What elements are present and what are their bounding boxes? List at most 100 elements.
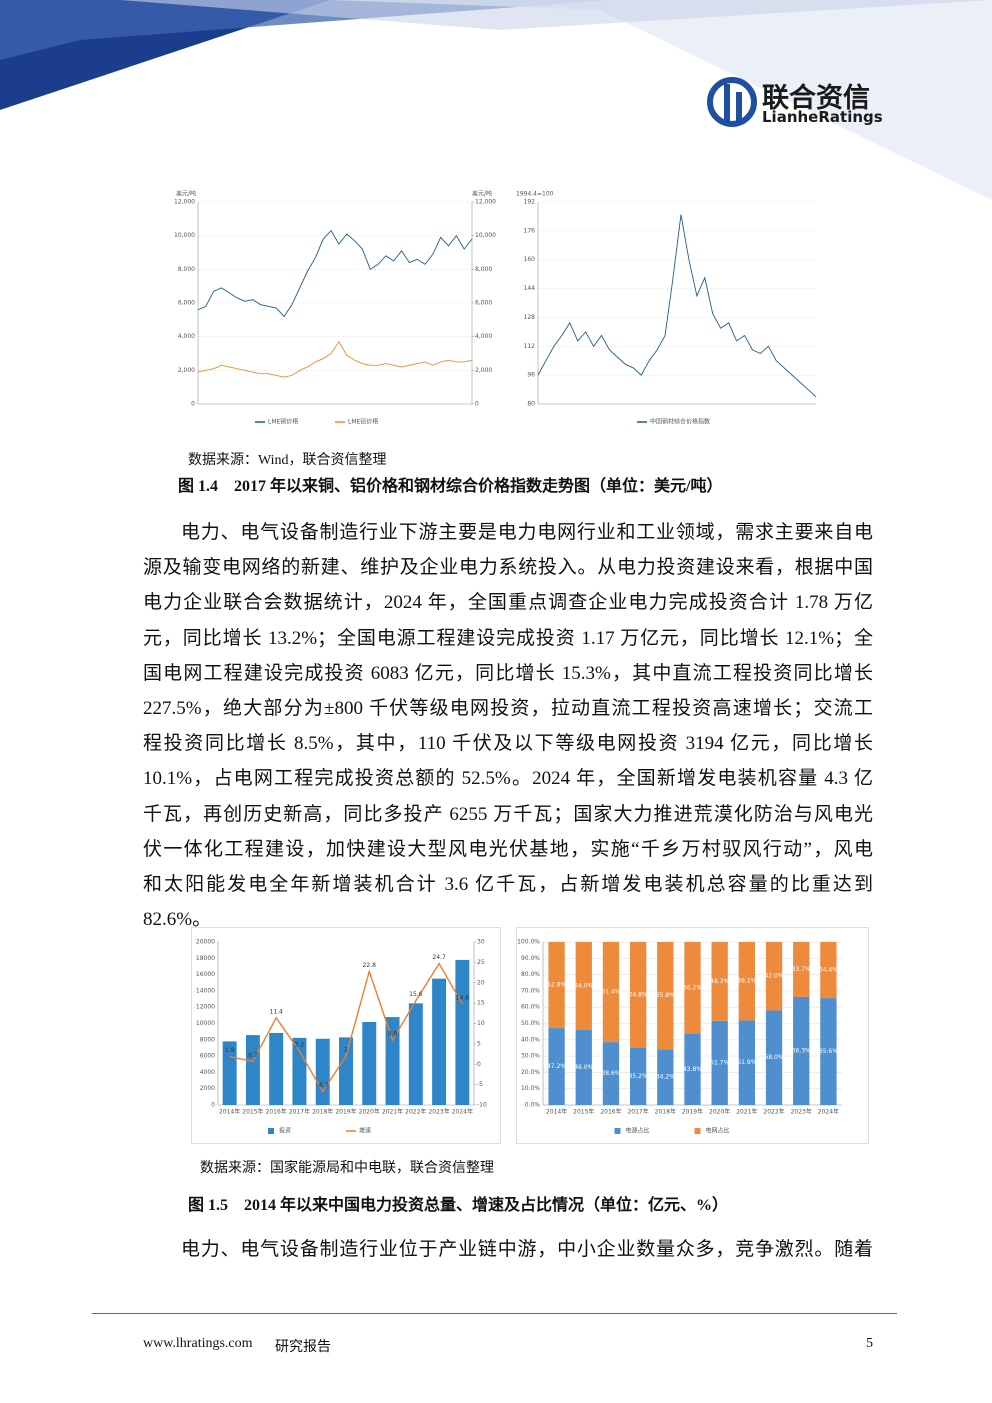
x-tick-label: 2022年 [763,1108,784,1116]
bar-segment [548,942,565,1029]
bar-segment [684,942,701,1034]
y2-tick-label: 12,000 [475,199,496,206]
figure-caption: 图 1.5 2014 年以来中国电力投资总量、增速及占比情况（单位：亿元、%） [188,1197,729,1214]
bar-segment [793,996,810,1105]
y-tick-label: 50.0% [521,1020,540,1027]
logo-cn: 联合资信 [762,83,870,114]
data-label: 5.9 [388,1031,398,1038]
y-tick-label: 0 [191,401,195,408]
bar-segment [738,942,756,1021]
x-tick-label: 2014年 [546,1108,567,1116]
y-tick-label: 14000 [196,987,215,994]
data-label: 58.0% [765,1054,784,1061]
bar-segment [629,1047,647,1105]
legend-label: LME铜价格 [268,418,298,426]
data-label: 2 [344,1047,348,1054]
y2-tick-label: 6,000 [475,300,492,307]
legend-label: 电源占比 [626,1127,650,1135]
y-tick-label: 20000 [196,939,215,946]
y-tick-label: 20.0% [521,1069,540,1076]
y-tick-label: 2000 [200,1085,215,1092]
bar-segment [548,1028,565,1105]
y-tick-label: 160 [524,256,536,263]
y-tick-label: 128 [524,314,536,321]
x-tick-label: 2018年 [312,1108,333,1116]
legend-label: 电网占比 [706,1127,730,1135]
y-tick-label: 96 [527,372,535,379]
text-line: 电力、电气设备制造行业位于产业链中游，中小企业数量众多，竞争激烈。随着 [181,1239,873,1260]
y2-tick-label: 20 [477,979,485,986]
legend-swatch [694,1128,701,1134]
y2-tick-label: 15 [477,1000,485,1007]
bar [292,1037,307,1105]
bar-segment [820,942,837,999]
data-label: 51.7% [710,1059,729,1066]
data-label: 33.7% [792,966,811,973]
y-tick-label: 10.0% [521,1085,540,1092]
text-line: 程投资同比增长 8.5%，其中，110 千伏及以下等级电网投资 3194 亿元，… [143,733,873,755]
y-tick-label: 4000 [200,1069,215,1076]
y2-tick-label: 5 [477,1040,481,1047]
data-label: 46.0% [574,1064,593,1071]
y-tick-label: 18000 [196,955,215,962]
legend-swatch [614,1128,621,1134]
data-label: 47.2% [547,1063,566,1070]
y-tick-label: 16000 [196,971,215,978]
data-label: 14.8 [456,994,470,1001]
data-label: 56.2% [683,984,702,991]
bar-segment [765,1010,783,1105]
x-tick-label: 2014年 [219,1108,240,1116]
y2-tick-label: 0 [477,1061,481,1068]
text-line: 电力、电气设备制造行业下游主要是电力电网行业和工业领域，需求主要来自电 [181,522,873,543]
data-label: 54.0% [574,983,593,990]
data-label: 48.3% [710,978,729,985]
bar-segment [575,942,592,1031]
data-label: 48.1% [737,978,756,985]
y-tick-label: 40.0% [521,1036,540,1043]
y-tick-label: 8,000 [178,266,195,273]
bar-segment [629,942,647,1048]
x-tick-label: 2024年 [452,1108,473,1116]
chart: 0 2,000 4,000 6,000 8,000 10,000 12,000 0 2,000 4… [172,188,498,434]
x-tick-label: 2024年 [818,1108,839,1116]
y-tick-label: 80 [527,401,535,408]
line-series [229,962,463,1093]
bar-segment [575,1030,592,1105]
text-line: 10.1%，占电网工程完成投资总额的 52.5%。2024 年，全国新增发电装机… [143,768,873,790]
y-tick-label: 10,000 [174,232,195,239]
y-axis-label: 美元/吨 [176,190,196,198]
y-tick-label: 2,000 [178,367,195,374]
header-shape [330,0,992,200]
x-tick-label: 2017年 [289,1108,310,1116]
bar [269,1032,284,1105]
legend-label: 中国钢材综合价格指数 [650,418,710,426]
y-tick-label: 144 [524,285,536,292]
chart: 0.0% 10.0% 20.0% 30.0% 40.0% 50.0% 60.0% 70.0% 8… [516,927,869,1144]
figure-caption: 图 1.4 2017 年以来铜、铝价格和钢材综合价格指数走势图（单位：美元/吨） [178,478,723,495]
legend-swatch [268,1128,274,1134]
logo-icon [724,84,730,122]
y-axis-label: 1994.4=100 [516,191,554,198]
page-number: 5 [866,1336,873,1351]
y-tick-label: 8000 [200,1036,215,1043]
y-tick-label: 10000 [196,1020,215,1027]
legend-label: 增速 [359,1127,371,1135]
logo-icon [736,92,742,122]
bar-segment [684,1033,701,1105]
text-line: 源及输变电网络的新建、维护及企业电力系统投入。从电力投资建设来看，根据中国 [143,557,873,579]
x-tick-label: 2018年 [655,1108,676,1116]
y-tick-label: 70.0% [521,987,540,994]
chart: 0 2000 4000 6000 8000 10000 12000 14000 16000 180… [191,927,501,1144]
x-tick-label: 2019年 [335,1108,356,1116]
x-tick-label: 2015年 [573,1108,594,1116]
text-line: 82.6%。 [143,909,212,931]
y-tick-label: 6,000 [178,300,195,307]
bar-segment [602,942,620,1043]
x-tick-label: 2022年 [405,1108,426,1116]
y-tick-label: 30.0% [521,1053,540,1060]
text-line: 和太阳能发电全年新增装机合计 3.6 亿千瓦，占新增发电装机总容量的比重达到 [143,874,873,895]
data-label: -6.7 [317,1082,329,1089]
y2-tick-label: 25 [477,959,485,966]
y-tick-label: 80.0% [521,971,540,978]
